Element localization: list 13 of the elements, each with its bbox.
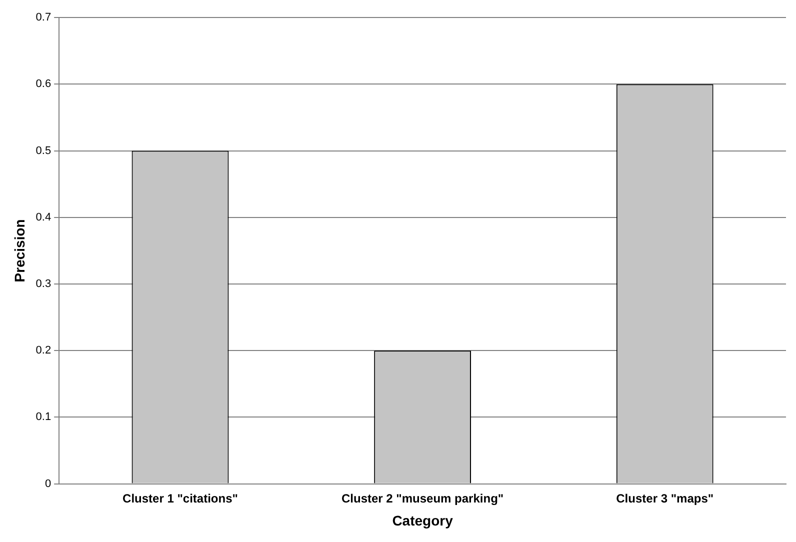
y-tick-label: 0: [44, 478, 52, 490]
x-axis-title: Category: [392, 512, 454, 528]
y-axis-title: Precision: [11, 219, 28, 282]
y-tick-label: 0.6: [36, 78, 52, 90]
x-tick-label: Cluster 2 "museum parking": [342, 491, 504, 506]
y-tick-label: 0.1: [36, 411, 52, 424]
x-tick-label: Cluster 3 "maps": [616, 491, 714, 506]
y-tick-label: 0.4: [36, 211, 52, 224]
y-tick-label: 0.3: [36, 278, 52, 290]
x-tick-label: Cluster 1 "citations": [122, 491, 238, 506]
y-tick-label: 0.7: [36, 12, 52, 24]
y-tick-label: 0.2: [36, 344, 52, 357]
y-tick-label: 0.5: [36, 144, 52, 157]
